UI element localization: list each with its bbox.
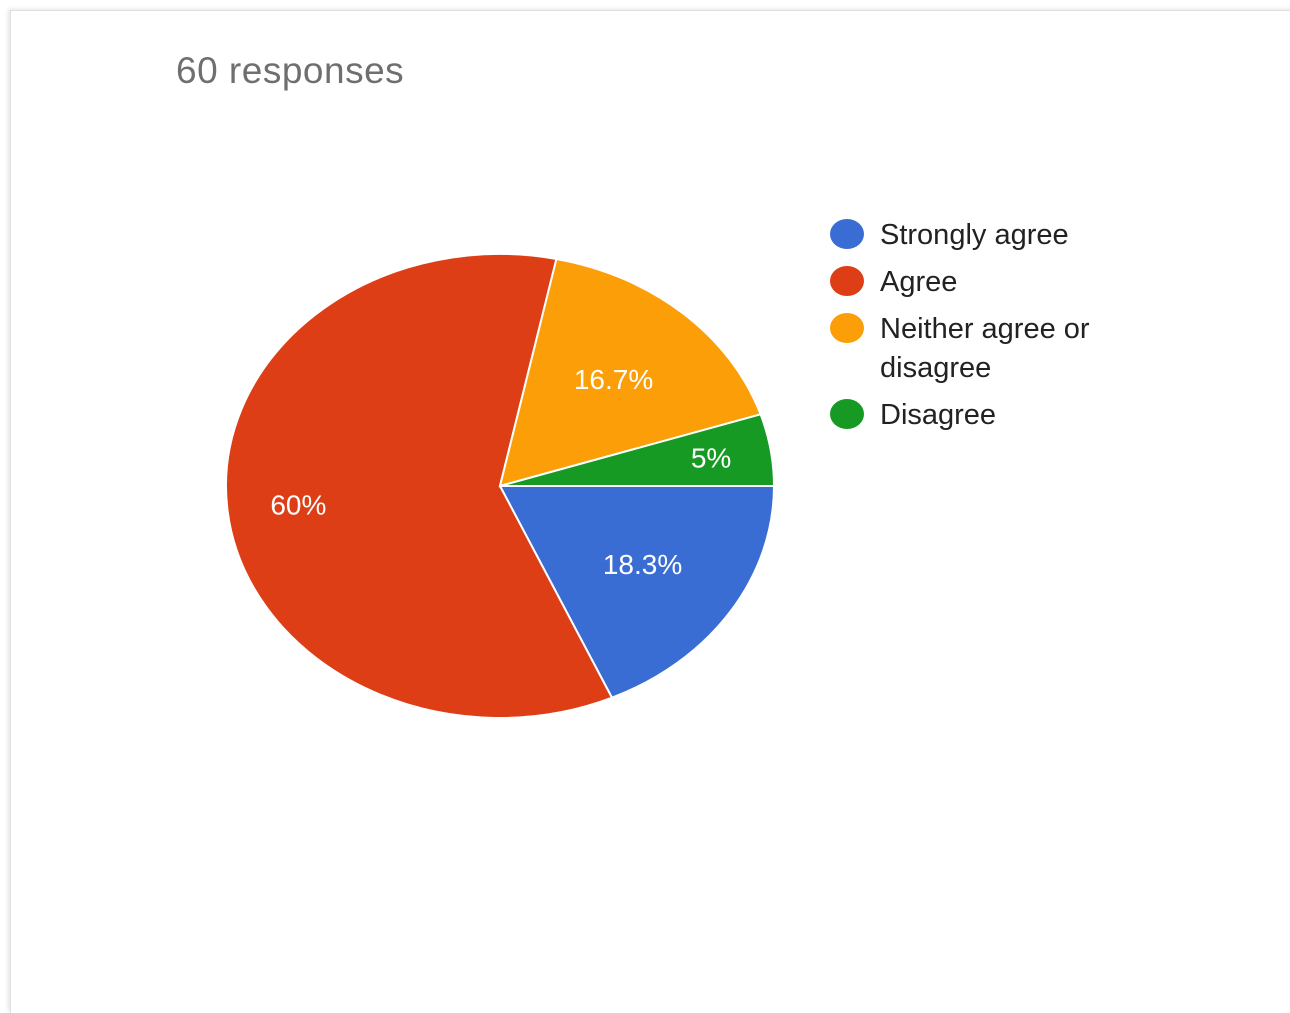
legend-swatch-disagree (830, 399, 864, 429)
legend-item-neither[interactable]: Neither agree or disagree (830, 310, 1110, 388)
legend-label-strongly-agree: Strongly agree (880, 219, 1069, 251)
legend-swatch-strongly-agree (830, 219, 864, 249)
legend-label-neither: Neither agree or disagree (880, 313, 1090, 384)
pie-slice-disagree[interactable] (499, 413, 776, 487)
legend-item-agree[interactable]: Agree (830, 263, 1150, 302)
pie-slice-labels: 18.3% 60% 16.7% 5% (270, 364, 731, 580)
legend-label-disagree: Disagree (880, 399, 997, 431)
legend-item-disagree[interactable]: Disagree (830, 396, 1150, 435)
slice-label-agree: 60% (270, 489, 326, 520)
legend-swatch-neither (830, 313, 864, 343)
slice-label-disagree: 5% (691, 443, 731, 474)
pie-slice-agree[interactable] (225, 253, 614, 719)
responses-count: 60 responses (176, 50, 405, 91)
pie-slice-neither[interactable] (498, 257, 762, 488)
legend-swatch-agree (830, 266, 864, 296)
pie-slice-strongly-agree[interactable] (498, 485, 776, 699)
slice-label-neither: 16.7% (574, 364, 653, 395)
slice-label-strongly-agree: 18.3% (603, 549, 682, 580)
legend-item-strongly-agree[interactable]: Strongly agree (830, 216, 1150, 255)
chart-legend: Strongly agree Agree Neither agree or di… (830, 216, 1150, 443)
legend-label-agree: Agree (880, 266, 958, 298)
pie-slices (225, 253, 776, 719)
